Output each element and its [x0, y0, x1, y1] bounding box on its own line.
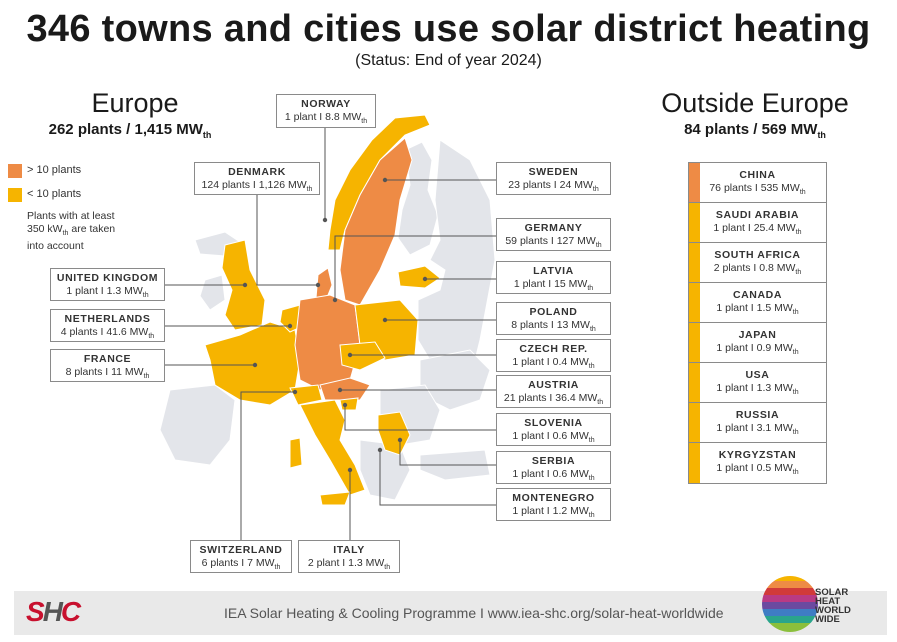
outside-row-russia: RUSSIA 1 plant I 3.1 MWth [689, 403, 826, 443]
leader-serbia [399, 440, 496, 466]
label-austria: AUSTRIA 21 plants I 36.4 MWth [496, 375, 611, 408]
label-france: FRANCE 8 plants I 11 MWth [50, 349, 165, 382]
label-switzerland: SWITZERLAND 6 plants I 7 MWth [190, 540, 292, 573]
label-montenegro: MONTENEGRO 1 plant I 1.2 MWth [496, 488, 611, 521]
label-serbia: SERBIA 1 plant I 0.6 MWth [496, 451, 611, 484]
outside-row-saudi-arabia: SAUDI ARABIA 1 plant I 25.4 MWth [689, 203, 826, 243]
europe-heading: Europe [91, 88, 179, 118]
legend-high-swatch [8, 164, 22, 178]
europe-summary: 262 plants / 1,415 MWth [48, 121, 212, 140]
land-sardinia [289, 437, 303, 469]
land-slovenia [339, 397, 359, 411]
legend-high-label: > 10 plants [27, 164, 82, 176]
land-denmark [315, 267, 333, 301]
label-latvia: LATVIA 1 plant I 15 MWth [496, 261, 611, 294]
page-subtitle: (Status: End of year 2024) [355, 52, 542, 69]
leader-switzerland [240, 391, 295, 540]
label-czech: CZECH REP. 1 plant I 0.4 MWth [496, 339, 611, 372]
land-switzerland [289, 384, 323, 406]
land-austria [319, 377, 371, 401]
solar-heat-worldwide-text: SOLAR HEAT WORLD WIDE [815, 587, 851, 625]
leader-montenegro [379, 450, 496, 506]
label-slovenia: SLOVENIA 1 plant I 0.6 MWth [496, 413, 611, 446]
land-latvia [397, 265, 441, 289]
outside-heading: Outside Europe [661, 88, 849, 118]
outside-row-canada: CANADA 1 plant I 1.5 MWth [689, 283, 826, 323]
land-russia-belarus-baltics [417, 139, 496, 386]
label-netherlands: NETHERLANDS 4 plants I 41.6 MWth [50, 309, 165, 342]
label-denmark: DENMARK 124 plants I 1,126 MWth [194, 162, 320, 195]
outside-row-china: CHINA 76 plants I 535 MWth [689, 163, 826, 203]
label-sweden: SWEDEN 23 plants I 24 MWth [496, 162, 611, 195]
leader-slovenia [344, 405, 496, 431]
leader-denmark [256, 193, 318, 286]
outside-row-usa: USA 1 plant I 1.3 MWth [689, 363, 826, 403]
label-poland: POLAND 8 plants I 13 MWth [496, 302, 611, 335]
outside-row-kyrgyzstan: KYRGYZSTAN 1 plant I 0.5 MWth [689, 443, 826, 483]
land-ireland [199, 274, 226, 311]
outside-summary: 84 plants / 569 MWth [684, 121, 826, 140]
label-norway: NORWAY 1 plant I 8.8 MWth [276, 94, 376, 128]
footer-bar: SHC IEA Solar Heating & Cooling Programm… [14, 591, 887, 635]
outside-europe-list: CHINA 76 plants I 535 MWth SAUDI ARABIA 1 … [688, 162, 827, 484]
leader-germany [334, 235, 496, 300]
land-czech [339, 341, 386, 371]
outside-row-south-africa: SOUTH AFRICA 2 plants I 0.8 MWth [689, 243, 826, 283]
outside-row-japan: JAPAN 1 plant I 0.9 MWth [689, 323, 826, 363]
leader-dots [242, 177, 428, 473]
land-italy [299, 399, 366, 496]
land-germany [294, 294, 361, 391]
shc-logo[interactable]: SHC [26, 596, 81, 627]
page-title: 346 towns and cities use solar district … [26, 8, 871, 50]
label-uk: UNITED KINGDOM 1 plant I 1.3 MWth [50, 268, 165, 301]
label-germany: GERMANY 59 plants I 127 MWth [496, 218, 611, 251]
land-iberia [159, 384, 236, 466]
footer-text[interactable]: IEA Solar Heating & Cooling Programme I … [224, 605, 724, 621]
solar-heat-worldwide-badge-icon [762, 576, 818, 632]
leader-lines [165, 128, 496, 540]
legend-low-label: < 10 plants [27, 188, 82, 200]
legend-note: Plants with at least 350 kWth are taken … [27, 210, 116, 253]
land-sicily [319, 491, 351, 506]
label-italy: ITALY 2 plant I 1.3 MWth [298, 540, 400, 573]
legend-low-swatch [8, 188, 22, 202]
